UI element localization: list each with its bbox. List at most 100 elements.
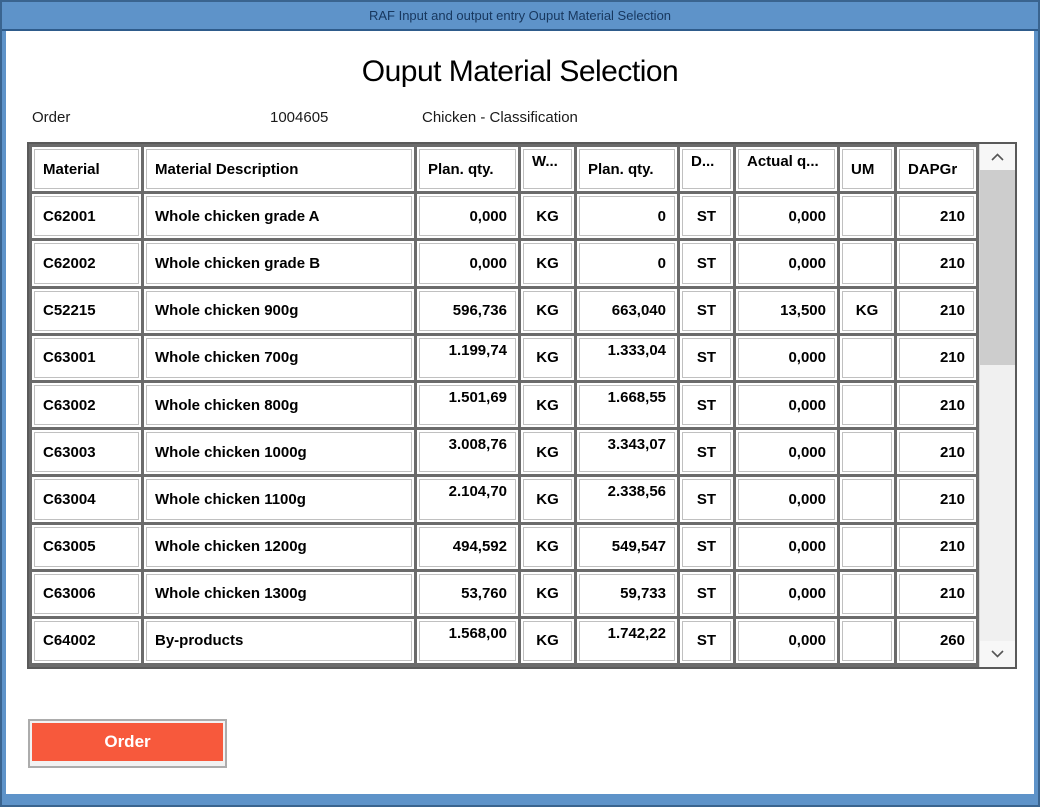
cell-value: 210 xyxy=(899,573,974,614)
table-cell[interactable]: 0 xyxy=(577,194,677,239)
table-cell[interactable]: KG xyxy=(521,288,574,333)
scroll-down-button[interactable] xyxy=(980,641,1015,667)
table-cell[interactable]: 260 xyxy=(897,618,976,664)
table-cell[interactable]: 0,000 xyxy=(736,335,837,380)
table-cell[interactable]: 1.333,04 xyxy=(577,335,677,380)
table-cell[interactable] xyxy=(840,335,894,380)
table-cell[interactable]: C62001 xyxy=(32,194,141,239)
table-cell[interactable]: 0 xyxy=(577,241,677,286)
table-cell[interactable]: 210 xyxy=(897,194,976,239)
table-cell[interactable]: 210 xyxy=(897,571,976,616)
table-cell[interactable]: C63003 xyxy=(32,430,141,475)
table-cell[interactable]: 0,000 xyxy=(417,241,518,286)
table-cell[interactable]: Whole chicken 800g xyxy=(144,382,414,428)
table-cell[interactable]: 0,000 xyxy=(736,618,837,664)
table-cell[interactable]: ST xyxy=(680,430,733,475)
table-cell[interactable]: 0,000 xyxy=(736,194,837,239)
table-cell[interactable]: C63005 xyxy=(32,524,141,569)
table-cell[interactable]: C62002 xyxy=(32,241,141,286)
table-cell[interactable]: 0,000 xyxy=(736,477,837,522)
scroll-up-button[interactable] xyxy=(980,144,1015,170)
table-cell[interactable]: 1.668,55 xyxy=(577,382,677,428)
table-cell[interactable]: 494,592 xyxy=(417,524,518,569)
scrollbar-track[interactable] xyxy=(980,170,1015,641)
table-cell[interactable]: 3.343,07 xyxy=(577,430,677,475)
table-cell[interactable]: 53,760 xyxy=(417,571,518,616)
vertical-scrollbar[interactable] xyxy=(979,144,1015,667)
table-cell[interactable]: ST xyxy=(680,335,733,380)
table-cell[interactable]: ST xyxy=(680,571,733,616)
table-cell[interactable]: Whole chicken grade B xyxy=(144,241,414,286)
table-cell[interactable]: C63001 xyxy=(32,335,141,380)
table-cell[interactable]: 59,733 xyxy=(577,571,677,616)
table-cell[interactable]: 549,547 xyxy=(577,524,677,569)
table-cell[interactable]: 3.008,76 xyxy=(417,430,518,475)
table-cell[interactable]: 210 xyxy=(897,430,976,475)
cell-value: 0,000 xyxy=(738,337,835,378)
table-cell[interactable]: By-products xyxy=(144,618,414,664)
table-cell[interactable]: KG xyxy=(521,477,574,522)
table-cell[interactable]: KG xyxy=(521,430,574,475)
table-cell[interactable]: ST xyxy=(680,524,733,569)
table-cell[interactable] xyxy=(840,571,894,616)
table-cell[interactable] xyxy=(840,382,894,428)
table-cell[interactable]: Whole chicken 700g xyxy=(144,335,414,380)
table-cell[interactable]: 0,000 xyxy=(736,571,837,616)
table-cell[interactable]: 1.199,74 xyxy=(417,335,518,380)
table-cell[interactable]: ST xyxy=(680,288,733,333)
table-cell[interactable] xyxy=(840,477,894,522)
table-cell[interactable]: 596,736 xyxy=(417,288,518,333)
table-cell[interactable]: Whole chicken 1100g xyxy=(144,477,414,522)
table-cell[interactable]: Whole chicken grade A xyxy=(144,194,414,239)
table-cell[interactable]: ST xyxy=(680,477,733,522)
cell-value: C62002 xyxy=(34,243,139,284)
table-cell[interactable]: KG xyxy=(521,571,574,616)
table-cell[interactable]: 0,000 xyxy=(417,194,518,239)
table-cell[interactable]: 210 xyxy=(897,241,976,286)
table-cell[interactable]: 0,000 xyxy=(736,241,837,286)
table-cell[interactable]: C63002 xyxy=(32,382,141,428)
table-cell[interactable]: C52215 xyxy=(32,288,141,333)
table-cell[interactable]: 1.742,22 xyxy=(577,618,677,664)
table-cell[interactable] xyxy=(840,241,894,286)
table-cell[interactable] xyxy=(840,524,894,569)
table-cell[interactable]: 0,000 xyxy=(736,524,837,569)
table-cell[interactable] xyxy=(840,618,894,664)
table-cell[interactable]: KG xyxy=(840,288,894,333)
table-cell[interactable]: 210 xyxy=(897,524,976,569)
table-cell[interactable]: Whole chicken 900g xyxy=(144,288,414,333)
cell-value: 1.742,22 xyxy=(579,620,675,662)
table-cell[interactable]: 2.104,70 xyxy=(417,477,518,522)
table-cell[interactable]: Whole chicken 1300g xyxy=(144,571,414,616)
table-cell[interactable]: 0,000 xyxy=(736,430,837,475)
table-cell[interactable]: 210 xyxy=(897,382,976,428)
table-cell[interactable]: 2.338,56 xyxy=(577,477,677,522)
table-cell[interactable]: C63004 xyxy=(32,477,141,522)
scrollbar-thumb[interactable] xyxy=(980,170,1015,365)
table-cell[interactable]: Whole chicken 1200g xyxy=(144,524,414,569)
table-cell[interactable]: 210 xyxy=(897,335,976,380)
table-cell[interactable] xyxy=(840,430,894,475)
table-cell[interactable]: 1.568,00 xyxy=(417,618,518,664)
table-cell[interactable]: ST xyxy=(680,618,733,664)
order-button[interactable]: Order xyxy=(32,723,223,761)
table-cell[interactable]: ST xyxy=(680,194,733,239)
table-cell[interactable] xyxy=(840,194,894,239)
table-cell[interactable]: KG xyxy=(521,194,574,239)
table-cell[interactable]: 210 xyxy=(897,288,976,333)
table-cell[interactable]: ST xyxy=(680,382,733,428)
table-cell[interactable]: KG xyxy=(521,241,574,286)
table-cell[interactable]: KG xyxy=(521,382,574,428)
table-cell[interactable]: KG xyxy=(521,335,574,380)
table-cell[interactable]: C64002 xyxy=(32,618,141,664)
table-cell[interactable]: ST xyxy=(680,241,733,286)
table-cell[interactable]: KG xyxy=(521,618,574,664)
table-cell[interactable]: 0,000 xyxy=(736,382,837,428)
table-cell[interactable]: 13,500 xyxy=(736,288,837,333)
table-cell[interactable]: KG xyxy=(521,524,574,569)
table-cell[interactable]: 663,040 xyxy=(577,288,677,333)
table-cell[interactable]: 1.501,69 xyxy=(417,382,518,428)
table-cell[interactable]: 210 xyxy=(897,477,976,522)
table-cell[interactable]: C63006 xyxy=(32,571,141,616)
table-cell[interactable]: Whole chicken 1000g xyxy=(144,430,414,475)
